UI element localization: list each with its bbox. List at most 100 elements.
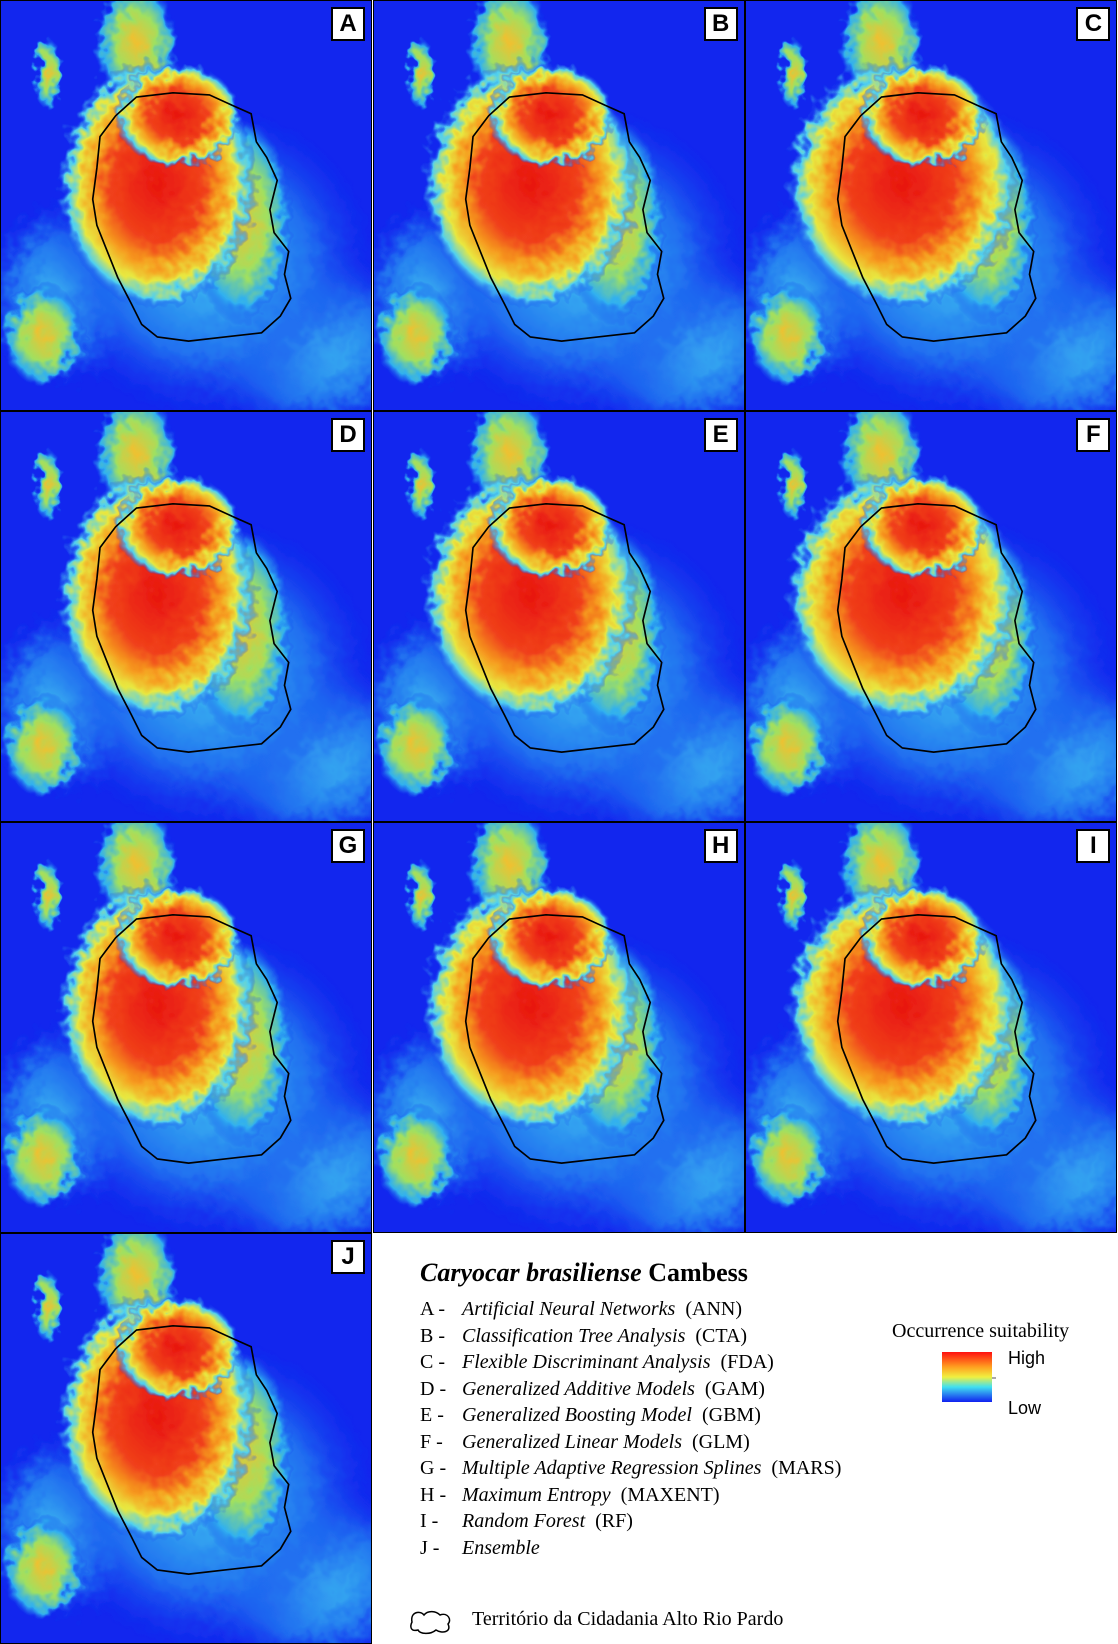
item-letter: J -: [420, 1536, 440, 1559]
legend: Caryocar brasiliense Cambess Occurrence …: [410, 1258, 1110, 1638]
suitability-patch: [373, 1104, 458, 1210]
map: [373, 823, 744, 1232]
suitability: [373, 823, 744, 1232]
suitability-patch: [1, 693, 85, 799]
item-abbr: (GBM): [701, 1404, 761, 1426]
suitability-patch: [777, 859, 809, 933]
panel-label: D: [331, 418, 365, 452]
suitability-patch: [488, 63, 614, 168]
suitability: [1, 1, 371, 410]
item-name: Classification Tree Analysis: [462, 1324, 686, 1347]
legend-item: D - Generalized Additive Models (GAM): [420, 1378, 765, 1401]
panel-label: I: [1076, 829, 1111, 863]
suitability: [1, 823, 371, 1232]
boundary-label: Território da Cidadania Alto Rio Pardo: [472, 1608, 784, 1630]
legend-item: J - Ensemble: [420, 1537, 550, 1560]
map-panel: H: [372, 822, 745, 1233]
suitability-patch: [373, 693, 458, 799]
suitability: [373, 1, 744, 410]
item-name: Ensemble: [462, 1536, 540, 1559]
map-panel: D: [0, 411, 372, 822]
suitability-patch: [1, 282, 85, 388]
suitability-patch: [777, 448, 809, 522]
suitability-patch: [861, 885, 987, 990]
item-abbr: (ANN): [685, 1298, 742, 1320]
panel-label: E: [703, 418, 738, 452]
boundary: [91, 502, 292, 753]
panel-label: J: [331, 1240, 365, 1274]
item-letter: C -: [420, 1351, 445, 1373]
legend-item: I - Random Forest (RF): [420, 1510, 633, 1533]
suitability-patch: [746, 282, 830, 388]
boundary: [464, 913, 665, 1164]
map-panel: E: [372, 411, 745, 822]
item-name: Maximum Entropy: [462, 1483, 611, 1506]
map-panel: B: [372, 0, 745, 411]
author: Cambess: [648, 1258, 748, 1287]
suitability-patch: [32, 448, 64, 522]
map-panel: I: [745, 822, 1118, 1233]
legend-item: A - Artificial Neural Networks (ANN): [420, 1298, 742, 1321]
legend-item: B - Classification Tree Analysis (CTA): [420, 1325, 747, 1348]
boundary: [464, 91, 665, 342]
suitability: [373, 412, 744, 821]
scale-high: High: [1008, 1348, 1046, 1368]
suitability-patch: [373, 282, 458, 388]
boundary: [91, 913, 292, 1164]
map: [373, 1, 744, 410]
suitability-patch: [404, 448, 437, 522]
map-panel: A: [0, 0, 372, 411]
suitability: [1, 1234, 371, 1643]
item-abbr: (GAM): [704, 1377, 765, 1400]
map-panel: F: [745, 411, 1118, 822]
suitability-patch: [115, 885, 241, 990]
map-panel: G: [0, 822, 372, 1233]
item-abbr: (MARS): [771, 1457, 842, 1479]
item-abbr: (RF): [595, 1510, 633, 1532]
item-name: Generalized Linear Models: [462, 1430, 682, 1453]
suitability-patch: [115, 63, 241, 168]
item-letter: E -: [420, 1404, 444, 1426]
item-letter: F -: [420, 1430, 443, 1453]
suitability-patch: [115, 1296, 241, 1401]
map-panel: J: [0, 1233, 372, 1644]
item-abbr: (GLM): [691, 1430, 750, 1453]
map: [746, 823, 1117, 1232]
boundary: [837, 502, 1038, 753]
item-letter: I -: [420, 1510, 439, 1532]
item-letter: A -: [420, 1298, 445, 1320]
item-letter: H -: [420, 1483, 447, 1506]
boundary: [464, 502, 665, 753]
scale-low: Low: [1008, 1398, 1042, 1418]
panel-label: A: [331, 7, 365, 41]
item-name: Random Forest: [462, 1510, 586, 1532]
item-name: Artificial Neural Networks: [462, 1298, 676, 1320]
panel-label: H: [703, 829, 738, 863]
legend-item: E - Generalized Boosting Model (GBM): [420, 1404, 761, 1427]
color-bar: [942, 1352, 996, 1402]
suitability-patch: [32, 859, 64, 933]
suitability-patch: [777, 37, 809, 111]
suitability-patch: [488, 474, 614, 579]
suitability-patch: [861, 63, 987, 168]
panel-label: B: [703, 7, 738, 41]
item-abbr: (FDA): [720, 1351, 774, 1373]
suitability-patch: [115, 474, 241, 579]
species: Caryocar brasiliense: [420, 1258, 642, 1287]
boundary: [837, 91, 1038, 342]
suitability-patch: [32, 37, 64, 111]
panel-label: G: [331, 829, 365, 863]
map-panel: C: [745, 0, 1118, 411]
item-letter: B -: [420, 1324, 445, 1347]
map: [746, 412, 1117, 821]
map: [746, 1, 1117, 410]
map: [1, 1, 371, 410]
legend-title: Caryocar brasiliense Cambess: [420, 1258, 1110, 1288]
item-abbr: (CTA): [695, 1324, 748, 1347]
suitability-patch: [746, 1104, 830, 1210]
map: [373, 412, 744, 821]
item-name: Flexible Discriminant Analysis: [462, 1351, 711, 1373]
item-name: Multiple Adaptive Regression Splines: [462, 1457, 762, 1479]
boundary-icon: [410, 1610, 451, 1635]
